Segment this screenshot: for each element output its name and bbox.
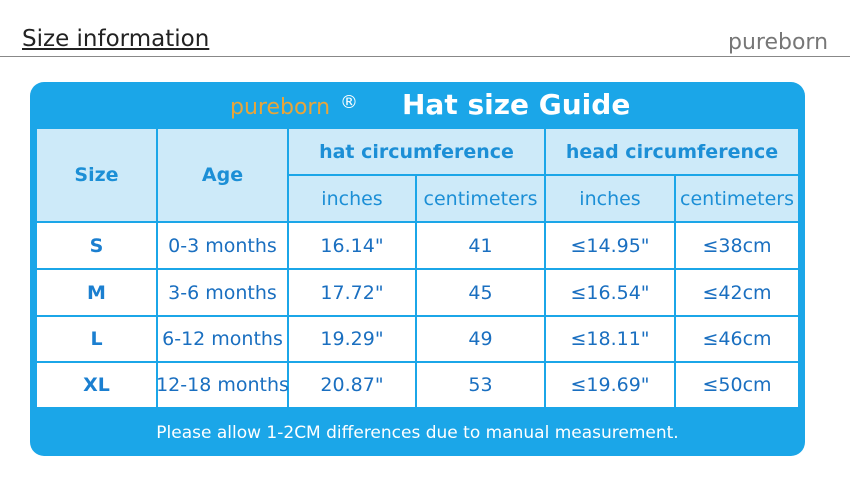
table-cell: 20.87"	[289, 363, 415, 407]
table-cell: 12-18 months	[156, 363, 289, 407]
header-unit: centimeters	[676, 176, 798, 221]
table-cell: 45	[417, 270, 544, 315]
table-cell: ≤42cm	[676, 270, 798, 315]
panel-logo: pureborn	[230, 95, 331, 120]
table-cell: ≤18.11"	[546, 317, 674, 361]
table-cell: ≤38cm	[676, 223, 798, 268]
table-cell: 53	[417, 363, 544, 407]
footer-note: Please allow 1-2CM differences due to ma…	[156, 423, 679, 443]
size-cell: S	[37, 223, 156, 268]
table-cell: ≤46cm	[676, 317, 798, 361]
table-cell: ≤16.54"	[546, 270, 674, 315]
table-cell: 3-6 months	[158, 270, 287, 315]
table-cell: ≤19.69"	[546, 363, 674, 407]
brand-logo: pureborn	[728, 30, 829, 55]
size-cell: XL	[37, 363, 156, 407]
table-cell: 0-3 months	[158, 223, 287, 268]
table-cell: 19.29"	[289, 317, 415, 361]
table-cell: 16.14"	[289, 223, 415, 268]
table-cell: 6-12 months	[158, 317, 287, 361]
table-cell: 17.72"	[289, 270, 415, 315]
size-cell: M	[37, 270, 156, 315]
table-cell: ≤14.95"	[546, 223, 674, 268]
table-cell: 49	[417, 317, 544, 361]
size-cell: L	[37, 317, 156, 361]
header-size: Size	[37, 129, 156, 221]
registered-mark: ®	[340, 92, 358, 113]
page-title: Size information	[22, 26, 210, 52]
header-head: head circumference	[546, 129, 798, 174]
header-unit: inches	[289, 176, 415, 221]
header-unit: inches	[546, 176, 674, 221]
header-unit: centimeters	[417, 176, 544, 221]
divider	[0, 56, 850, 57]
table-cell: ≤50cm	[676, 363, 798, 407]
header-hat: hat circumference	[289, 129, 544, 174]
table-cell: 41	[417, 223, 544, 268]
guide-title: Hat size Guide	[402, 88, 631, 121]
header-age: Age	[158, 129, 287, 221]
